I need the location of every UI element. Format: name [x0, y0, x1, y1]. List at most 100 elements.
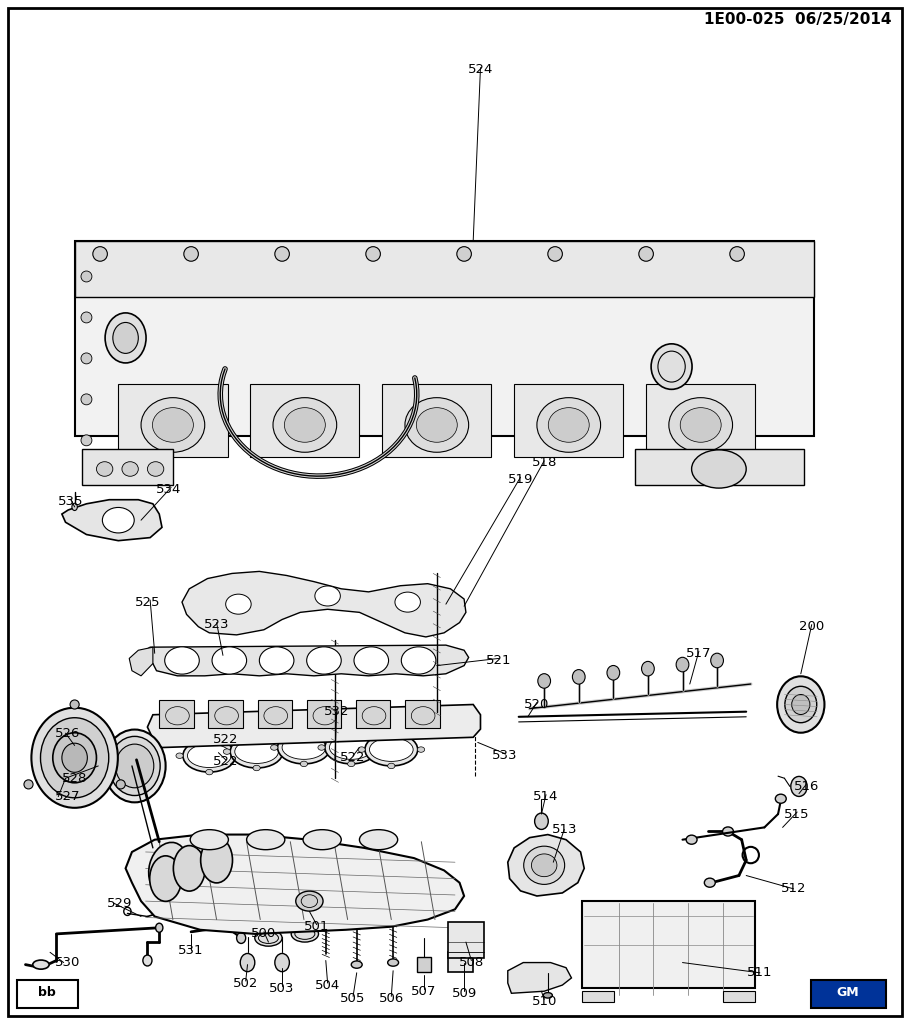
Ellipse shape: [206, 736, 213, 742]
Text: 532: 532: [324, 706, 349, 718]
Ellipse shape: [692, 450, 746, 488]
Text: 522: 522: [340, 752, 366, 764]
Ellipse shape: [418, 746, 425, 753]
Polygon shape: [62, 500, 162, 541]
Ellipse shape: [270, 744, 278, 751]
Ellipse shape: [291, 926, 318, 942]
Ellipse shape: [104, 729, 166, 803]
Ellipse shape: [531, 854, 557, 877]
Ellipse shape: [366, 247, 380, 261]
Bar: [448, 952, 473, 973]
Ellipse shape: [548, 247, 562, 261]
Text: 516: 516: [794, 780, 819, 793]
Ellipse shape: [212, 647, 247, 674]
Ellipse shape: [300, 761, 308, 767]
Text: 506: 506: [379, 992, 404, 1005]
Ellipse shape: [255, 930, 282, 946]
Ellipse shape: [395, 592, 420, 612]
Text: 522: 522: [213, 733, 238, 745]
Text: 504: 504: [315, 979, 340, 991]
Ellipse shape: [572, 670, 585, 684]
Ellipse shape: [642, 662, 654, 676]
Ellipse shape: [348, 728, 355, 734]
Text: 527: 527: [55, 791, 80, 803]
Text: 513: 513: [551, 823, 577, 836]
Ellipse shape: [33, 961, 49, 969]
Polygon shape: [147, 705, 480, 748]
Text: 534: 534: [156, 483, 181, 496]
Polygon shape: [508, 963, 571, 993]
Ellipse shape: [325, 731, 378, 764]
Ellipse shape: [704, 879, 715, 887]
Ellipse shape: [226, 594, 251, 614]
Ellipse shape: [686, 836, 697, 844]
Ellipse shape: [296, 891, 323, 911]
Ellipse shape: [81, 271, 92, 282]
Bar: [75, 241, 814, 297]
Ellipse shape: [388, 730, 395, 736]
Ellipse shape: [354, 647, 389, 674]
Ellipse shape: [81, 312, 92, 323]
Ellipse shape: [53, 733, 96, 782]
Ellipse shape: [183, 739, 236, 772]
Ellipse shape: [359, 829, 398, 850]
Text: 509: 509: [451, 987, 477, 999]
Ellipse shape: [607, 666, 620, 680]
Ellipse shape: [416, 408, 458, 442]
Text: 508: 508: [459, 956, 484, 969]
Bar: [514, 384, 623, 457]
Ellipse shape: [143, 955, 152, 966]
Ellipse shape: [315, 586, 340, 606]
Ellipse shape: [330, 744, 338, 751]
Ellipse shape: [24, 780, 33, 788]
Ellipse shape: [81, 435, 92, 445]
Ellipse shape: [303, 829, 341, 850]
Text: 521: 521: [486, 654, 511, 667]
Text: 523: 523: [204, 618, 229, 631]
Ellipse shape: [283, 749, 290, 755]
Text: 507: 507: [411, 985, 437, 997]
Text: 519: 519: [508, 473, 533, 485]
Ellipse shape: [318, 744, 325, 751]
Text: 1E00-025  06/25/2014: 1E00-025 06/25/2014: [704, 12, 892, 28]
Text: 503: 503: [269, 982, 295, 994]
Ellipse shape: [777, 676, 824, 733]
FancyBboxPatch shape: [811, 980, 885, 1008]
Ellipse shape: [141, 397, 205, 453]
Ellipse shape: [81, 353, 92, 364]
Ellipse shape: [109, 736, 160, 796]
Ellipse shape: [235, 739, 278, 764]
Ellipse shape: [62, 743, 87, 772]
Polygon shape: [126, 835, 464, 934]
Ellipse shape: [792, 694, 810, 715]
Ellipse shape: [358, 746, 365, 753]
Ellipse shape: [223, 749, 230, 755]
Bar: [356, 700, 390, 728]
Ellipse shape: [275, 953, 289, 972]
Ellipse shape: [369, 737, 413, 762]
Ellipse shape: [184, 247, 198, 261]
Ellipse shape: [41, 718, 109, 798]
Polygon shape: [508, 835, 584, 896]
Ellipse shape: [116, 780, 126, 788]
Bar: [646, 384, 755, 457]
Bar: [635, 449, 804, 485]
Ellipse shape: [148, 843, 188, 894]
Ellipse shape: [106, 313, 146, 362]
Polygon shape: [141, 645, 469, 676]
Ellipse shape: [307, 647, 341, 674]
Text: 512: 512: [781, 883, 806, 895]
Ellipse shape: [70, 700, 79, 709]
Ellipse shape: [176, 753, 183, 759]
Ellipse shape: [247, 829, 285, 850]
Text: 502: 502: [233, 977, 258, 989]
FancyBboxPatch shape: [17, 980, 78, 1008]
Text: 500: 500: [251, 928, 277, 940]
Ellipse shape: [681, 408, 722, 442]
Ellipse shape: [102, 508, 135, 532]
Ellipse shape: [282, 735, 326, 760]
Ellipse shape: [206, 769, 213, 775]
Ellipse shape: [116, 744, 154, 787]
Bar: [258, 700, 292, 728]
Bar: [723, 991, 755, 1002]
